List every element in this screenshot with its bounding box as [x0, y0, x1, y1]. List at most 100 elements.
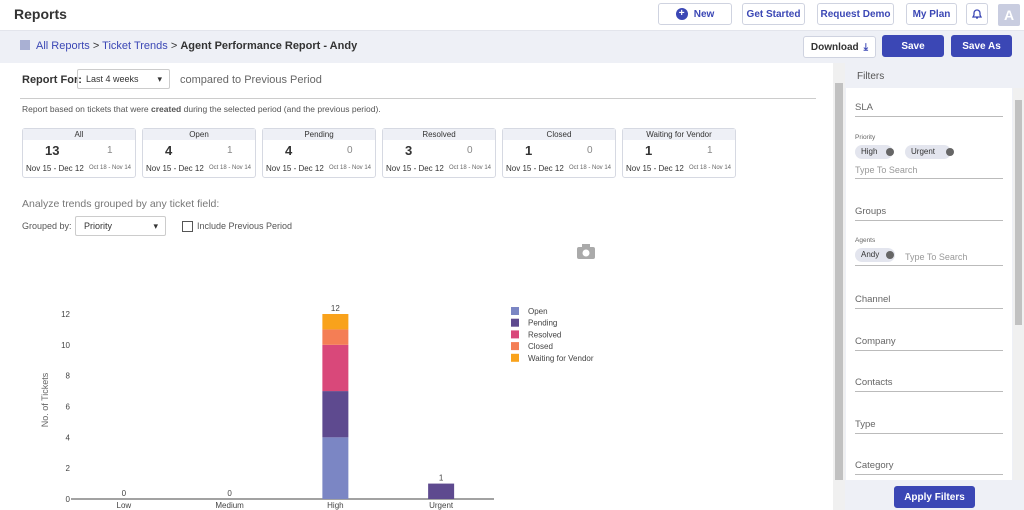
breadcrumb-link[interactable]: All Reports — [36, 40, 90, 52]
bell-button[interactable] — [966, 3, 988, 25]
note-text: Report based on tickets that were — [22, 104, 149, 114]
page-title: Reports — [14, 6, 67, 22]
current-range: Nov 15 - Dec 12 — [26, 164, 84, 173]
stat-card[interactable]: Open 4 1 Nov 15 - Dec 12 Oct 18 - Nov 14 — [142, 128, 256, 178]
legend-label: Waiting for Vendor — [528, 354, 594, 363]
total-label: 0 — [227, 489, 232, 498]
button-label: New — [693, 8, 715, 20]
save-button[interactable]: Save — [882, 35, 944, 57]
current-count: 1 — [645, 143, 653, 158]
grouped-by-select[interactable]: Priority ▾ — [75, 216, 166, 236]
card-header: Waiting for Vendor — [623, 129, 735, 140]
field-underline — [855, 265, 1003, 266]
previous-range: Oct 18 - Nov 14 — [449, 165, 492, 171]
search-input[interactable]: Type To Search — [905, 252, 968, 262]
current-count: 4 — [165, 143, 173, 158]
chip-remove[interactable] — [946, 148, 954, 156]
field-input[interactable]: Category — [855, 460, 894, 471]
note-text: during the selected period (and the prev… — [183, 104, 381, 114]
new-button[interactable]: + New — [658, 3, 732, 25]
separator: > — [92, 40, 100, 52]
filters-title: Filters — [857, 71, 885, 82]
field-input[interactable]: SLA — [855, 102, 873, 113]
field-input[interactable]: Contacts — [855, 377, 893, 388]
camera-icon[interactable] — [577, 244, 595, 259]
total-label: 0 — [122, 489, 127, 498]
previous-range: Oct 18 - Nov 14 — [329, 165, 372, 171]
legend-swatch — [511, 318, 519, 327]
breadcrumb-current: Agent Performance Report - Andy — [180, 40, 358, 52]
legend-label: Open — [528, 307, 548, 316]
y-axis-label: No. of Tickets — [40, 372, 50, 427]
period-select[interactable]: Last 4 weeks ▾ — [77, 69, 170, 89]
bar-segment — [322, 344, 349, 392]
breadcrumb-link[interactable]: Ticket Trends — [102, 40, 168, 52]
chip-remove[interactable] — [886, 251, 894, 259]
current-range: Nov 15 - Dec 12 — [386, 164, 444, 173]
breadcrumb: All Reports > Ticket Trends > Agent Perf… — [36, 40, 357, 52]
field-input[interactable]: Channel — [855, 294, 891, 305]
grouped-by-label: Grouped by: — [22, 221, 72, 231]
chip[interactable]: Urgent — [905, 145, 952, 159]
x-tick-label: Low — [117, 501, 132, 510]
scroll-thumb[interactable] — [1015, 100, 1022, 325]
previous-count: 1 — [227, 145, 233, 156]
current-range: Nov 15 - Dec 12 — [266, 164, 324, 173]
comparison-text: compared to Previous Period — [180, 74, 322, 86]
field-input[interactable]: Type — [855, 419, 876, 430]
stat-card[interactable]: Waiting for Vendor 1 1 Nov 15 - Dec 12 Oct 1… — [622, 128, 736, 178]
bar-segment — [322, 391, 349, 438]
previous-count: 0 — [347, 145, 353, 156]
current-count: 1 — [525, 143, 533, 158]
y-tick-label: 2 — [66, 464, 71, 473]
separator: > — [170, 40, 178, 52]
current-count: 13 — [45, 143, 60, 158]
checkbox-label: Include Previous Period — [197, 221, 293, 231]
y-tick-label: 10 — [61, 341, 70, 350]
current-range: Nov 15 - Dec 12 — [506, 164, 564, 173]
stat-card[interactable]: Resolved 3 0 Nov 15 - Dec 12 Oct 18 - Nov 14 — [382, 128, 496, 178]
legend-swatch — [511, 353, 519, 362]
my-plan-button[interactable]: My Plan — [906, 3, 957, 25]
top-bar — [0, 0, 1024, 31]
field-underline — [855, 350, 1003, 351]
checkbox[interactable] — [182, 221, 193, 232]
search-input[interactable]: Type To Search — [855, 165, 918, 175]
current-range: Nov 15 - Dec 12 — [146, 164, 204, 173]
download-button[interactable]: Download ⤓ — [803, 36, 876, 58]
y-tick-label: 6 — [66, 403, 71, 412]
field-underline — [855, 391, 1003, 392]
request-demo-button[interactable]: Request Demo — [817, 3, 894, 25]
stat-card[interactable]: Closed 1 0 Nov 15 - Dec 12 Oct 18 - Nov 14 — [502, 128, 616, 178]
total-label: 12 — [331, 304, 340, 313]
report-for-label: Report For: — [22, 74, 82, 86]
field-underline — [855, 116, 1003, 117]
bar-segment — [322, 314, 349, 330]
avatar[interactable]: A — [998, 4, 1020, 26]
chip[interactable]: High — [855, 145, 894, 159]
bar-segment — [322, 437, 349, 499]
field-underline — [855, 308, 1003, 309]
scroll-thumb[interactable] — [835, 83, 843, 480]
field-label: Agents — [855, 237, 876, 244]
legend-swatch — [511, 342, 519, 351]
y-tick-label: 12 — [61, 310, 70, 319]
card-header: Closed — [503, 129, 615, 140]
field-underline — [855, 433, 1003, 434]
previous-range: Oct 18 - Nov 14 — [689, 165, 732, 171]
save-as-button[interactable]: Save As — [951, 35, 1012, 57]
chip[interactable]: Andy — [855, 248, 896, 262]
card-header: Pending — [263, 129, 375, 140]
chip-remove[interactable] — [886, 148, 894, 156]
field-input[interactable]: Groups — [855, 206, 887, 217]
stat-card[interactable]: All 13 1 Nov 15 - Dec 12 Oct 18 - Nov 14 — [22, 128, 136, 178]
previous-range: Oct 18 - Nov 14 — [89, 165, 132, 171]
get-started-button[interactable]: Get Started — [742, 3, 805, 25]
apply-filters-button[interactable]: Apply Filters — [894, 486, 975, 508]
x-tick-label: Urgent — [429, 501, 454, 510]
stat-card[interactable]: Pending 4 0 Nov 15 - Dec 12 Oct 18 - Nov 14 — [262, 128, 376, 178]
select-value: Last 4 weeks — [86, 74, 139, 84]
card-header: All — [23, 129, 135, 140]
field-input[interactable]: Company — [855, 336, 896, 347]
legend-label: Resolved — [528, 330, 561, 339]
